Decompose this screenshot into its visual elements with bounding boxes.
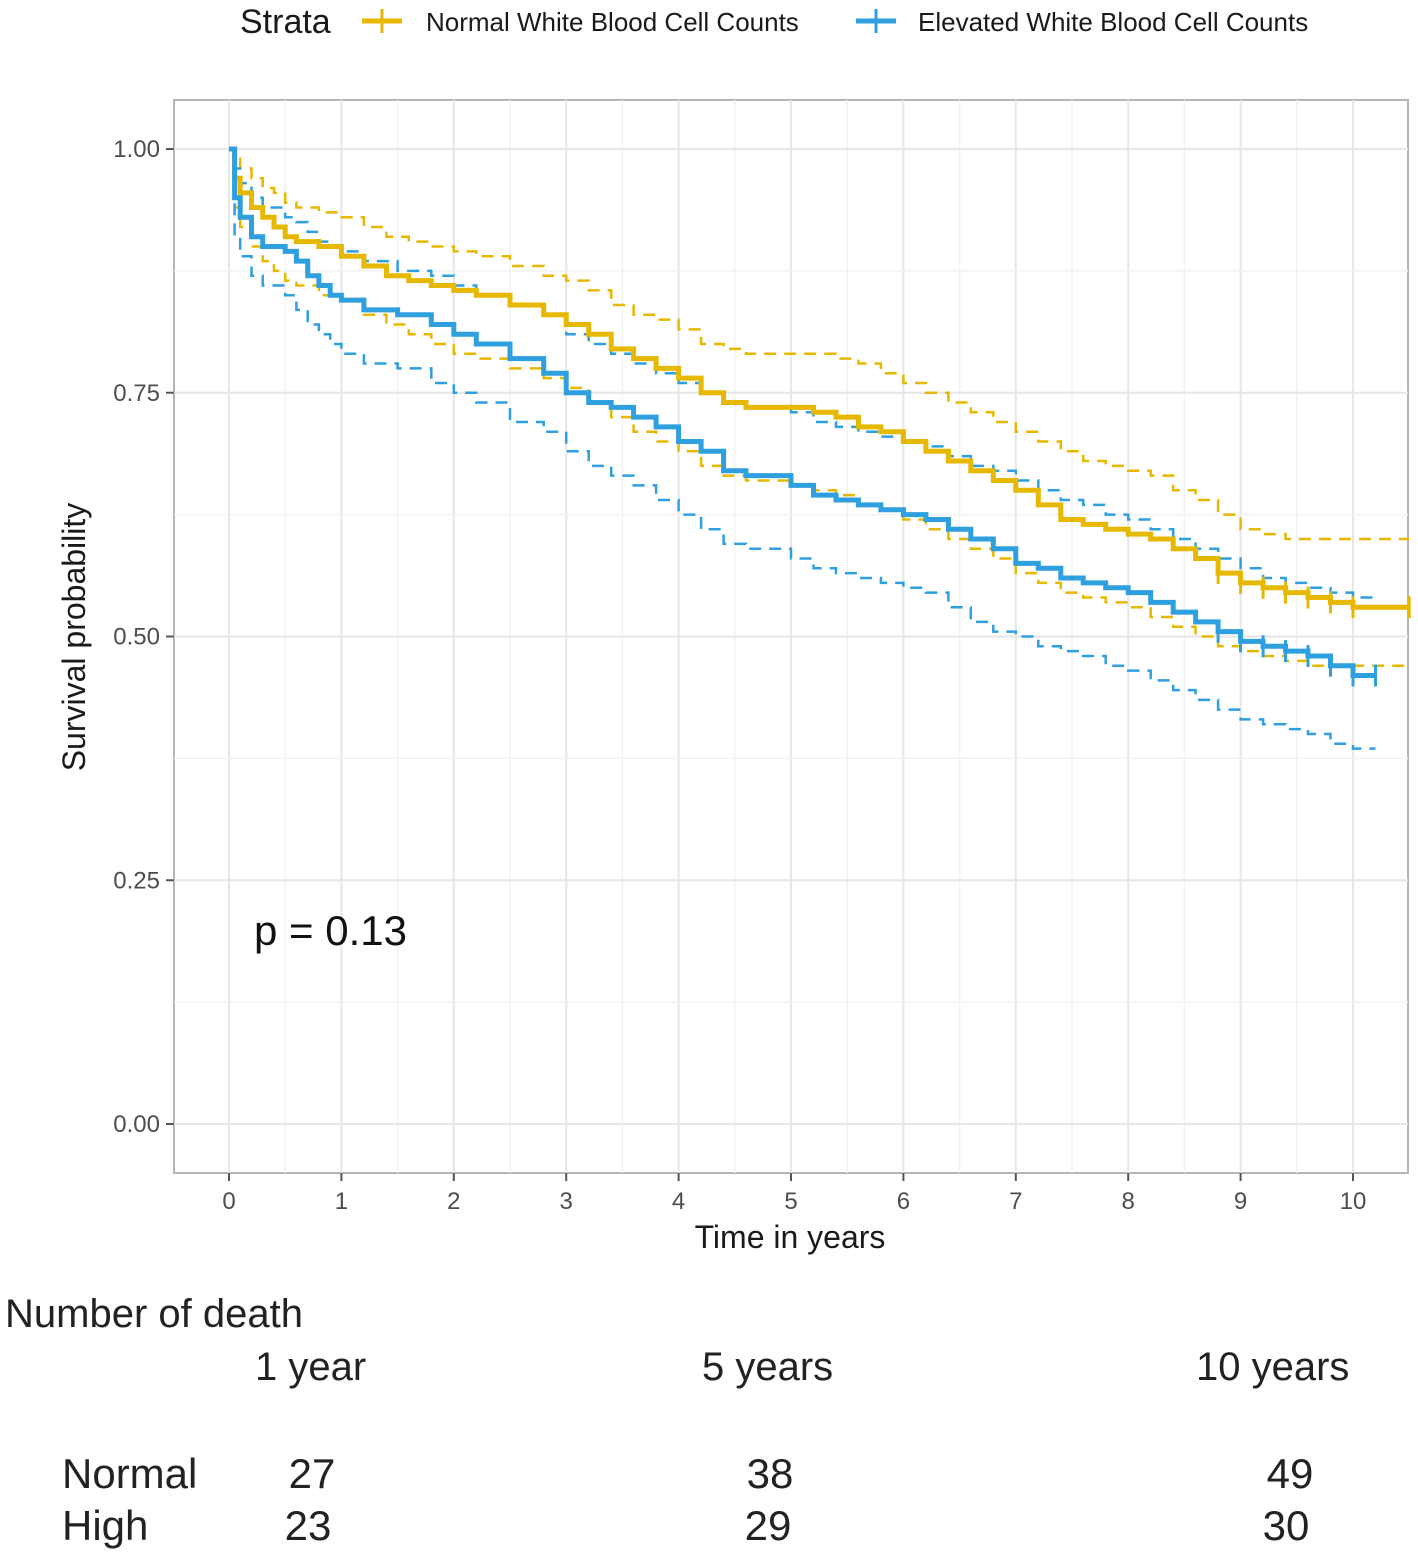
y-tick-label: 0.00 <box>113 1111 160 1138</box>
y-tick-label: 0.75 <box>113 380 160 407</box>
survival-chart: Strata Normal White Blood Cell Counts El… <box>56 3 1411 1255</box>
series-layer <box>229 146 1411 750</box>
x-tick-label: 7 <box>1009 1188 1022 1215</box>
risk-cell: 29 <box>744 1502 792 1549</box>
risk-col-5years: 5 years <box>702 1345 834 1389</box>
risk-row-label-high: High <box>62 1502 149 1549</box>
ci-upper-elevated <box>229 147 1376 599</box>
legend-label-elevated: Elevated White Blood Cell Counts <box>918 7 1308 37</box>
x-tick-label: 8 <box>1122 1188 1135 1215</box>
x-axis-ticks: 0 1 2 3 4 5 6 7 8 9 10 <box>222 1173 1366 1215</box>
x-tick-label: 2 <box>447 1188 460 1215</box>
x-tick-label: 1 <box>335 1188 348 1215</box>
x-tick-label: 3 <box>560 1188 573 1215</box>
gridlines <box>174 100 1408 1173</box>
y-axis-label: Survival probability <box>56 503 92 772</box>
x-tick-label: 10 <box>1340 1188 1367 1215</box>
legend-title: Strata <box>240 3 331 41</box>
y-tick-label: 0.25 <box>113 867 160 894</box>
y-axis-ticks: 0.00 0.25 0.50 0.75 1.00 <box>113 136 174 1138</box>
risk-table-title: Number of death <box>5 1292 303 1336</box>
risk-cell: 23 <box>284 1502 332 1549</box>
x-tick-label: 9 <box>1234 1188 1247 1215</box>
risk-cell: 27 <box>288 1450 336 1497</box>
y-tick-label: 0.50 <box>113 624 160 651</box>
legend-key-normal <box>362 9 402 33</box>
risk-col-1year: 1 year <box>255 1345 367 1389</box>
x-tick-label: 5 <box>784 1188 797 1215</box>
legend-key-elevated <box>856 9 896 33</box>
ci-lower-elevated <box>229 147 1376 750</box>
y-tick-label: 1.00 <box>113 136 160 163</box>
x-tick-label: 0 <box>222 1188 235 1215</box>
p-value-annotation: p = 0.13 <box>254 907 407 954</box>
x-tick-label: 6 <box>897 1188 910 1215</box>
legend-label-normal: Normal White Blood Cell Counts <box>426 7 799 37</box>
legend: Strata Normal White Blood Cell Counts El… <box>240 3 1308 41</box>
ci-upper-normal <box>229 147 1410 541</box>
x-tick-label: 4 <box>672 1188 685 1215</box>
risk-col-10years: 10 years <box>1196 1345 1350 1389</box>
risk-cell: 49 <box>1266 1450 1314 1497</box>
survival-curve-elevated <box>229 146 1376 678</box>
risk-cell: 38 <box>746 1450 794 1497</box>
risk-cell: 30 <box>1262 1502 1310 1549</box>
survival-curve-normal <box>229 146 1410 610</box>
x-axis-label: Time in years <box>695 1219 886 1255</box>
risk-row-label-normal: Normal <box>62 1450 198 1497</box>
